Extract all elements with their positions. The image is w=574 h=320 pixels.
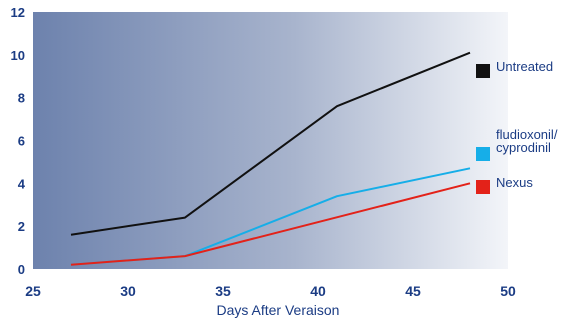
x-axis: 25 30 35 40 45 50 <box>25 283 516 299</box>
x-tick-label: 40 <box>310 283 326 299</box>
legend: Untreated fludioxonil/cyprodinil Nexus <box>476 59 558 194</box>
legend-swatch <box>476 64 490 78</box>
x-tick-label: 35 <box>215 283 231 299</box>
legend-swatch <box>476 147 490 161</box>
y-axis: 0 2 4 6 8 10 12 <box>11 5 26 277</box>
legend-entry-3: Nexus <box>476 175 533 194</box>
legend-entry-1: Untreated <box>476 59 553 78</box>
legend-entry-2: fludioxonil/cyprodinil <box>476 127 558 161</box>
plot-area <box>33 12 508 269</box>
y-tick-label: 10 <box>11 48 25 63</box>
series-line-1 <box>70 51 471 236</box>
series-lines <box>70 51 471 266</box>
y-tick-label: 6 <box>18 134 25 149</box>
legend-label: cyprodinil <box>496 140 551 155</box>
x-tick-label: 25 <box>25 283 41 299</box>
y-tick-label: 2 <box>18 219 25 234</box>
y-tick-label: 4 <box>18 176 26 191</box>
y-tick-label: 12 <box>11 5 25 20</box>
y-tick-label: 0 <box>18 262 25 277</box>
x-tick-label: 50 <box>500 283 516 299</box>
x-tick-label: 45 <box>405 283 421 299</box>
y-tick-label: 8 <box>18 91 25 106</box>
series-line-3 <box>70 182 471 266</box>
legend-label: Nexus <box>496 175 533 190</box>
x-tick-label: 30 <box>120 283 136 299</box>
x-axis-label: Days After Veraison <box>217 302 340 318</box>
legend-label: Untreated <box>496 59 553 74</box>
legend-label: fludioxonil/ <box>496 127 558 142</box>
legend-swatch <box>476 180 490 194</box>
